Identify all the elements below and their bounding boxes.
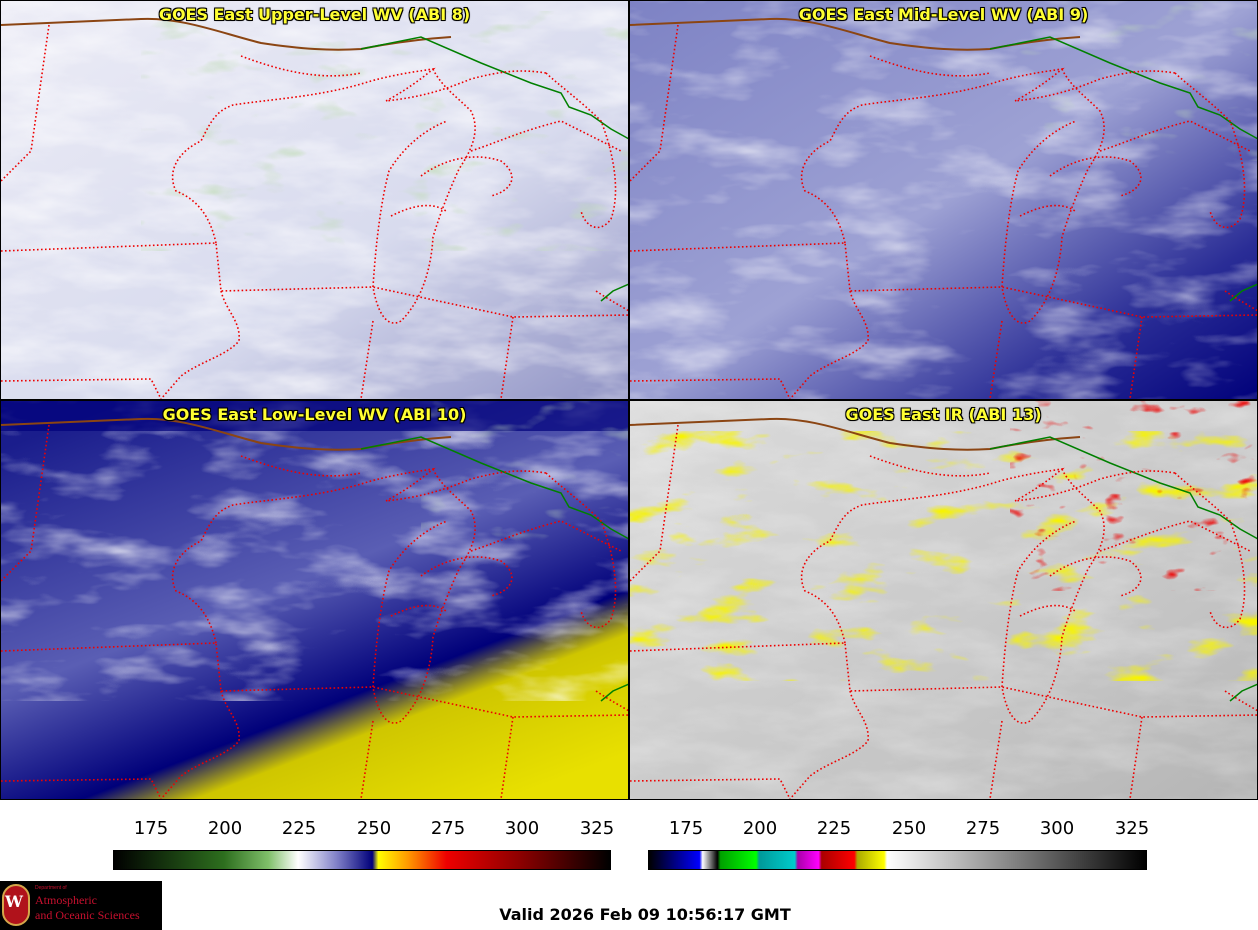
wv-colorbar-ticks: 175 200 225 250 275 300 325 — [113, 818, 615, 850]
upper-wv-image — [1, 1, 628, 399]
colorbar-tick-label: 300 — [504, 818, 540, 839]
panel-low-wv: GOES East Low-Level WV (ABI 10) — [0, 400, 629, 800]
ir-colorbar — [648, 850, 1147, 870]
colorbar-tick-label: 175 — [668, 818, 704, 839]
panel-ir: GOES East IR (ABI 13) — [629, 400, 1258, 800]
panel-mid-wv: GOES East Mid-Level WV (ABI 9) — [629, 0, 1258, 400]
colorbar-tick-label: 325 — [1114, 818, 1150, 839]
mid-wv-image — [630, 1, 1257, 399]
logo-line1: Atmospheric — [35, 893, 97, 907]
colorbar-tick-label: 250 — [356, 818, 392, 839]
logo-dept: Department of — [35, 885, 67, 891]
colorbar-tick-label: 225 — [281, 818, 317, 839]
colorbar-tick-label: 300 — [1039, 818, 1075, 839]
colorbar-tick-label: 275 — [965, 818, 1001, 839]
colorbar-tick-label: 325 — [579, 818, 615, 839]
colorbar-tick-label: 175 — [133, 818, 169, 839]
uw-seal-icon — [2, 884, 30, 926]
ir-colorbar-ticks: 175 200 225 250 275 300 325 — [648, 818, 1150, 850]
colorbar-tick-label: 250 — [891, 818, 927, 839]
valid-time: Valid 2026 Feb 09 10:56:17 GMT — [499, 905, 791, 924]
colorbar-tick-label: 225 — [816, 818, 852, 839]
colorbar-tick-label: 200 — [207, 818, 243, 839]
colorbar-tick-label: 275 — [430, 818, 466, 839]
panel-title: GOES East IR (ABI 13) — [845, 405, 1042, 424]
wv-colorbar — [113, 850, 611, 870]
panel-title: GOES East Low-Level WV (ABI 10) — [162, 405, 467, 424]
ir-image — [630, 401, 1257, 799]
logo-line2: and Oceanic Sciences — [35, 908, 140, 922]
panel-title: GOES East Upper-Level WV (ABI 8) — [158, 5, 471, 24]
aos-logo: W Department of Atmospheric and Oceanic … — [0, 881, 162, 930]
panel-upper-wv: GOES East Upper-Level WV (ABI 8) — [0, 0, 629, 400]
panel-title: GOES East Mid-Level WV (ABI 9) — [798, 5, 1089, 24]
uw-seal-letter: W — [5, 892, 23, 911]
colorbar-tick-label: 200 — [742, 818, 778, 839]
low-wv-image — [1, 401, 628, 799]
